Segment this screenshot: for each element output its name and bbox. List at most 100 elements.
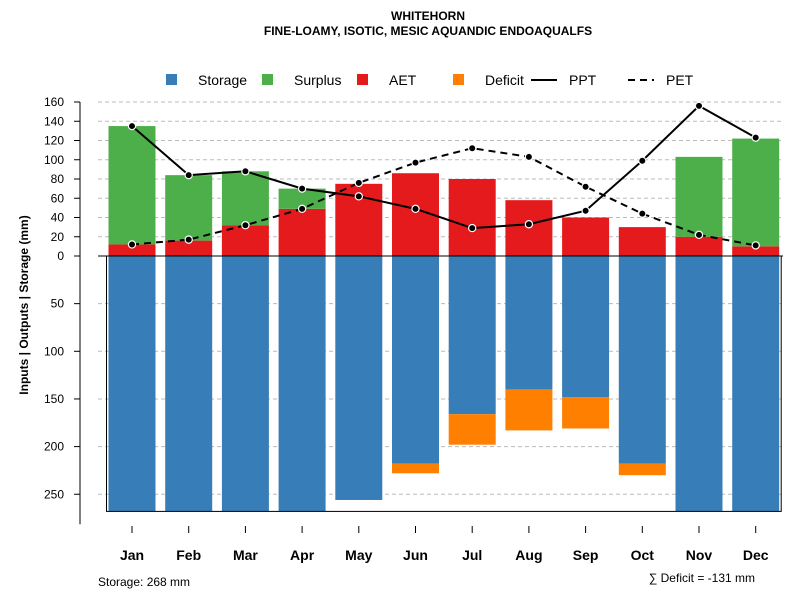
pet-point <box>468 143 477 153</box>
pet-point <box>694 230 704 240</box>
ppt-point <box>751 133 760 142</box>
ppt-point <box>127 121 137 131</box>
aet-bar <box>562 217 610 256</box>
ppt-point <box>581 206 590 215</box>
legend-label: PPT <box>569 72 597 88</box>
x-tick-label: Aug <box>515 547 542 563</box>
series-lines <box>127 101 760 250</box>
pet-point <box>241 220 250 230</box>
y-tick-label: 80 <box>51 172 65 186</box>
storage-bar <box>278 256 326 512</box>
aet-bar <box>278 208 326 256</box>
storage-bar <box>335 256 383 500</box>
ppt-point <box>468 223 477 233</box>
chart-title: WHITEHORN <box>391 9 465 23</box>
ppt-point <box>638 156 647 165</box>
surplus-bar <box>165 175 213 241</box>
x-tick-label: Dec <box>743 547 769 563</box>
y-tick-label: 50 <box>51 297 65 311</box>
pet-point <box>638 209 647 218</box>
x-tick-label: Jun <box>403 547 428 563</box>
ppt-line <box>131 104 757 230</box>
storage-region-frame <box>98 255 783 512</box>
legend-swatch <box>166 74 177 85</box>
surplus-bar <box>221 171 269 226</box>
y-tick-label: 140 <box>44 114 64 128</box>
x-tick-label: Feb <box>176 547 201 563</box>
storage-bar <box>505 256 553 390</box>
ppt-point <box>694 101 704 111</box>
surplus-bar <box>108 126 156 245</box>
surplus-bar <box>278 188 326 209</box>
x-tick-label: Jul <box>462 547 482 563</box>
pet-point <box>411 158 420 167</box>
x-tick-label: Apr <box>290 547 315 563</box>
storage-bar <box>732 256 780 512</box>
pet-point <box>297 204 307 214</box>
y-axis-label: Inputs | Outputs | Storage (mm) <box>17 215 31 394</box>
storage-bar <box>165 256 213 512</box>
deficit-bar <box>562 397 610 429</box>
pet-point <box>354 178 363 188</box>
bars <box>108 126 780 512</box>
storage-bar <box>221 256 269 512</box>
surplus-bar <box>732 138 780 247</box>
y-tick-label: 20 <box>51 230 65 244</box>
pet-point <box>581 182 590 191</box>
pet-line <box>131 147 756 247</box>
x-tick-label: Sep <box>573 547 599 563</box>
legend-label: PET <box>666 72 694 88</box>
aet-bar <box>448 179 496 256</box>
y-tick-label: 100 <box>44 153 64 167</box>
y-tick-label: 200 <box>44 440 64 454</box>
y-tick-label: 40 <box>51 211 65 225</box>
x-tick-label: Nov <box>686 547 713 563</box>
storage-bar <box>675 256 723 512</box>
legend-label: Deficit <box>485 72 524 88</box>
deficit-footer: ∑ Deficit = -131 mm <box>649 571 755 585</box>
axes: 0 20 40 60 80 100 120 140 160 50 100 150 200 250 Jan Fe… <box>44 95 769 563</box>
legend: Storage Surplus AET Deficit PPT PET <box>166 72 694 88</box>
y-tick-label: 60 <box>51 191 65 205</box>
y-tick-label: 100 <box>44 344 64 358</box>
storage-bar <box>618 256 666 464</box>
storage-bar <box>392 256 439 464</box>
x-tick-label: Jan <box>120 547 144 563</box>
chart-subtitle: FINE-LOAMY, ISOTIC, MESIC AQUANDIC ENDOA… <box>264 24 592 38</box>
surplus-bar <box>675 156 723 237</box>
y-tick-label: 250 <box>44 487 64 501</box>
aet-bar <box>675 236 723 256</box>
legend-swatch <box>453 74 464 85</box>
aet-bar <box>165 240 213 256</box>
storage-bar <box>448 256 496 415</box>
y-tick-label: 150 <box>44 392 64 406</box>
pet-point <box>751 241 760 250</box>
ppt-point <box>184 170 193 180</box>
x-tick-label: May <box>345 547 372 563</box>
storage-footer: Storage: 268 mm <box>98 575 190 589</box>
deficit-bar <box>505 389 553 431</box>
pet-point <box>127 240 137 249</box>
aet-bar <box>732 246 780 256</box>
ppt-point <box>297 184 307 193</box>
ppt-point <box>354 192 363 201</box>
ppt-point <box>411 204 420 214</box>
storage-bar <box>562 256 610 398</box>
legend-swatch <box>262 74 273 85</box>
aet-bar <box>221 225 269 256</box>
pet-point <box>524 152 534 162</box>
aet-bar <box>108 244 156 256</box>
y-tick-label: 120 <box>44 134 64 148</box>
ppt-point <box>524 220 534 229</box>
legend-swatch <box>357 74 368 85</box>
storage-bar <box>108 256 156 512</box>
y-tick-label: 0 <box>57 249 64 263</box>
deficit-bar <box>448 414 496 445</box>
pet-point <box>184 235 193 244</box>
deficit-bar <box>618 463 666 476</box>
ppt-point <box>241 167 250 176</box>
y-tick-label: 160 <box>44 95 64 109</box>
legend-label: Storage <box>198 72 247 88</box>
x-tick-label: Mar <box>233 547 258 563</box>
